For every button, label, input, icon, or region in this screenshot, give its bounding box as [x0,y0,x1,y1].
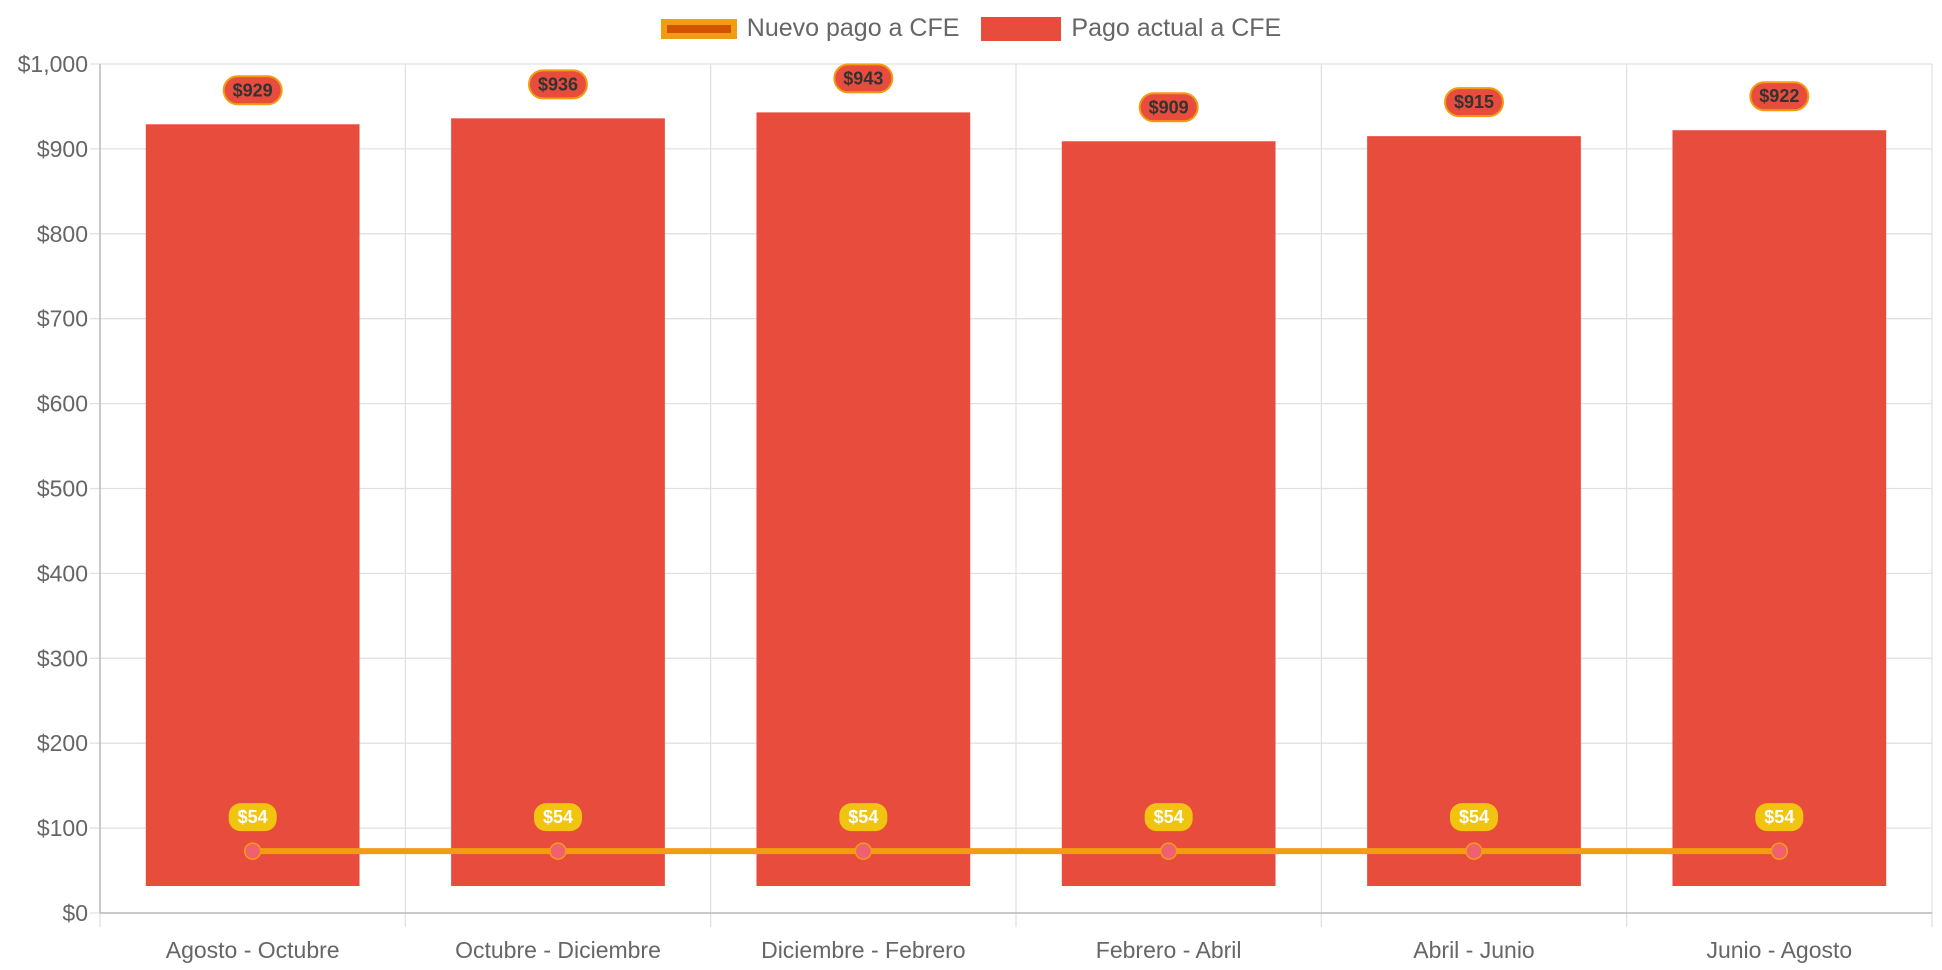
bar-value-label: $936 [538,74,578,94]
legend-swatch-bar [981,16,1062,41]
y-tick-label: $200 [37,730,88,756]
legend-item-pago-actual[interactable]: Pago actual a CFE [981,14,1281,43]
bar-value-label: $922 [1759,86,1799,106]
bar-value-label: $915 [1454,92,1494,112]
y-tick-label: $500 [37,476,88,502]
bar[interactable] [1367,136,1581,887]
bar[interactable] [145,124,360,887]
legend-swatch-line [660,18,737,39]
x-tick-label: Agosto - Octubre [166,937,340,963]
legend-label-nuevo-pago: Nuevo pago a CFE [746,14,960,42]
line-value-label: $54 [543,807,573,827]
legend-item-nuevo-pago[interactable]: Nuevo pago a CFE [660,14,960,43]
bar-value-label: $929 [233,80,273,100]
line-point[interactable] [243,842,262,860]
bar[interactable] [1672,130,1887,887]
x-tick-label: Diciembre - Febrero [761,937,966,963]
y-tick-label: $1,000 [18,51,88,77]
line-value-label: $54 [1764,807,1794,827]
legend-label-pago-actual: Pago actual a CFE [1071,14,1282,42]
line-value-badge [1450,803,1498,832]
y-tick-label: $800 [37,221,88,247]
line-value-badge [1755,803,1804,832]
y-tick-label: $900 [37,136,88,162]
bar-value-badge [528,69,588,100]
y-tick-label: $300 [37,645,88,671]
x-tick-label: Junio - Agosto [1706,937,1852,963]
bar[interactable] [756,112,971,886]
y-tick-label: $600 [37,391,88,417]
bar[interactable] [1061,141,1276,886]
x-tick-label: Febrero - Abril [1096,937,1242,963]
y-tick-label: $400 [37,560,88,586]
line-value-badge [1144,803,1193,832]
line-point[interactable] [1159,842,1178,860]
bar-value-badge [833,63,894,94]
y-tick-label: $100 [37,815,88,841]
bar-value-label: $909 [1149,97,1189,117]
line-value-label: $54 [848,807,878,827]
bar[interactable] [451,118,665,886]
line-point[interactable] [1465,842,1483,860]
line-value-badge [839,803,888,832]
bar-value-badge [1444,87,1504,118]
line-value-badge [534,803,582,832]
line-value-badge [228,803,277,832]
line-value-label: $54 [1154,807,1184,827]
y-tick-label: $700 [37,306,88,332]
y-tick-label: $0 [62,900,88,926]
line-value-label: $54 [238,807,268,827]
line-point[interactable] [1770,842,1789,860]
line-point[interactable] [549,842,567,860]
x-tick-label: Abril - Junio [1413,937,1534,963]
x-tick-label: Octubre - Diciembre [455,937,661,963]
line-value-label: $54 [1459,807,1489,827]
bar-value-label: $943 [843,68,883,88]
line-point[interactable] [854,842,873,860]
legend: Nuevo pago a CFE Pago actual a CFE [0,14,1942,43]
bar-value-badge [222,75,283,106]
bar-value-badge [1138,92,1199,123]
bar-value-badge [1749,81,1810,112]
